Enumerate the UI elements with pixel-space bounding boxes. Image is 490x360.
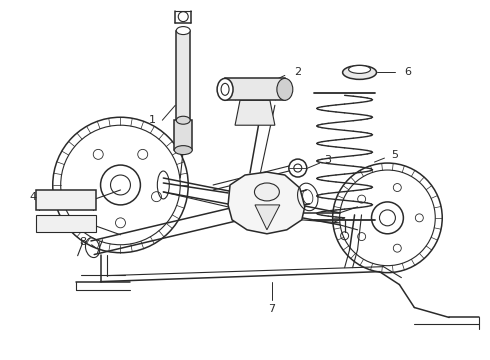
Ellipse shape [348,66,370,73]
Polygon shape [228,172,305,234]
Text: 3: 3 [324,155,331,165]
Text: 8: 8 [79,237,86,247]
Text: 4: 4 [29,192,36,202]
Polygon shape [176,31,190,120]
Polygon shape [225,78,285,100]
Ellipse shape [176,27,190,35]
Ellipse shape [343,66,376,80]
Text: 2: 2 [294,67,301,77]
Ellipse shape [277,78,293,100]
Text: 5: 5 [391,150,398,160]
Text: 1: 1 [149,115,156,125]
Ellipse shape [176,116,190,124]
Text: 7: 7 [269,305,275,315]
Ellipse shape [217,78,233,100]
Ellipse shape [254,183,279,201]
Polygon shape [36,190,96,210]
Polygon shape [255,205,280,230]
Text: 6: 6 [404,67,411,77]
Polygon shape [174,120,192,150]
Ellipse shape [174,146,192,154]
Polygon shape [36,215,96,232]
Polygon shape [235,100,275,125]
